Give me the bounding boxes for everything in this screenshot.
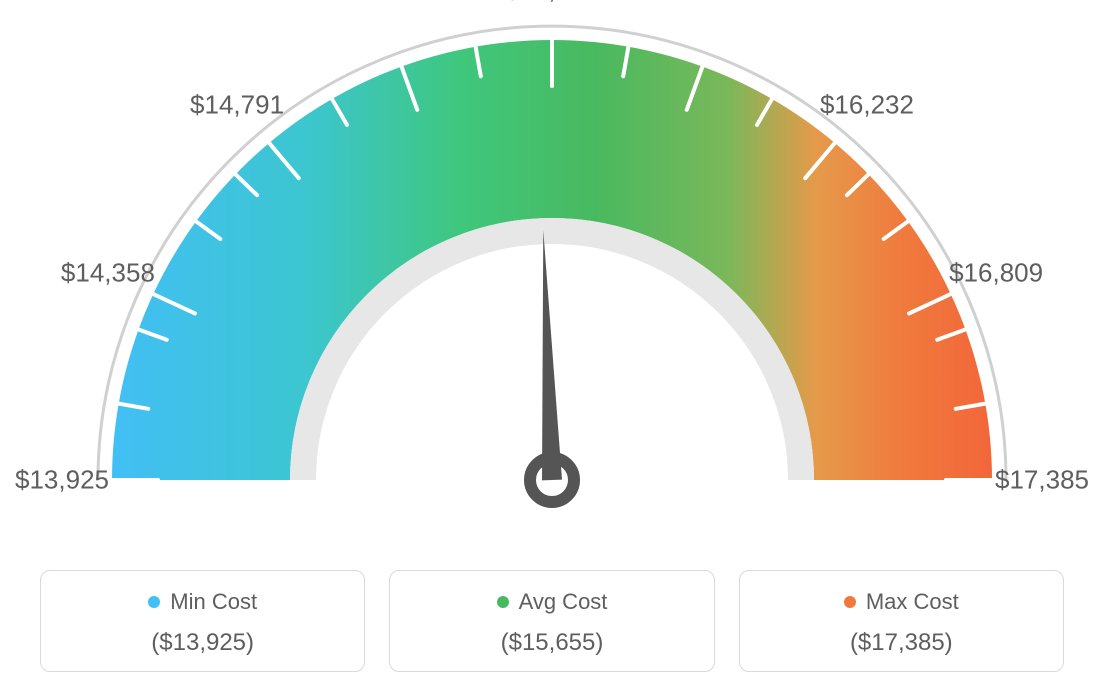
dot-icon	[148, 596, 160, 608]
legend-value-avg: ($15,655)	[501, 629, 604, 657]
gauge-svg	[0, 0, 1104, 560]
dot-icon	[844, 596, 856, 608]
gauge-scale-label: $13,925	[15, 465, 109, 496]
gauge-chart: $13,925 $14,358 $14,791 $15,655 $16,232 $16,8…	[0, 0, 1104, 560]
legend-value-min: ($13,925)	[151, 629, 254, 657]
gauge-scale-label: $14,358	[61, 257, 155, 288]
gauge-scale-label: $16,809	[949, 257, 1043, 288]
legend-card-max: Max Cost ($17,385)	[739, 570, 1064, 672]
legend-card-min: Min Cost ($13,925)	[40, 570, 365, 672]
gauge-scale-label: $17,385	[995, 465, 1089, 496]
legend-title-min: Min Cost	[148, 589, 257, 615]
legend-label: Min Cost	[170, 589, 257, 615]
dot-icon	[497, 596, 509, 608]
legend-title-avg: Avg Cost	[497, 589, 608, 615]
legend-value-max: ($17,385)	[850, 629, 953, 657]
gauge-scale-label: $15,655	[505, 0, 599, 6]
gauge-scale-label: $14,791	[190, 89, 284, 120]
legend-row: Min Cost ($13,925) Avg Cost ($15,655) Ma…	[40, 570, 1064, 672]
legend-title-max: Max Cost	[844, 589, 959, 615]
gauge-scale-label: $16,232	[820, 89, 914, 120]
legend-label: Avg Cost	[519, 589, 608, 615]
legend-card-avg: Avg Cost ($15,655)	[389, 570, 714, 672]
cost-gauge-stage: $13,925 $14,358 $14,791 $15,655 $16,232 $16,8…	[0, 0, 1104, 690]
legend-label: Max Cost	[866, 589, 959, 615]
